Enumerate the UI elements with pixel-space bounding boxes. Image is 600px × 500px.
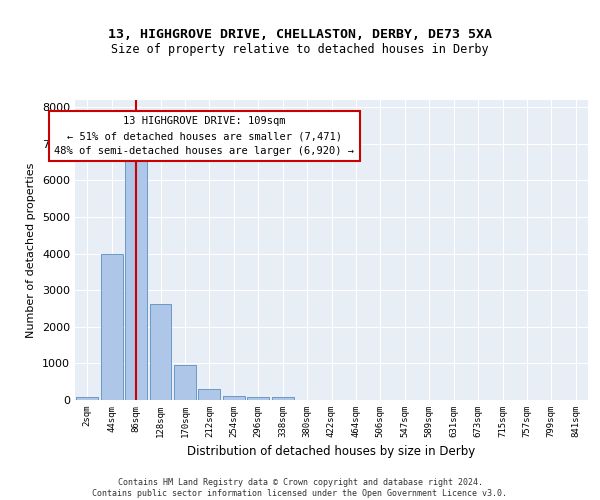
Bar [101, 254, 122, 400]
Text: Size of property relative to detached houses in Derby: Size of property relative to detached ho… [111, 42, 489, 56]
Bar [174, 365, 196, 400]
Y-axis label: Number of detached properties: Number of detached properties [26, 162, 37, 338]
Text: 13 HIGHGROVE DRIVE: 109sqm
← 51% of detached houses are smaller (7,471)
48% of s: 13 HIGHGROVE DRIVE: 109sqm ← 51% of deta… [55, 116, 355, 156]
Bar [125, 160, 147, 400]
Bar [199, 388, 220, 400]
Bar [247, 396, 269, 400]
Bar [149, 304, 172, 400]
Text: Contains HM Land Registry data © Crown copyright and database right 2024.
Contai: Contains HM Land Registry data © Crown c… [92, 478, 508, 498]
Bar [223, 396, 245, 400]
Text: 13, HIGHGROVE DRIVE, CHELLASTON, DERBY, DE73 5XA: 13, HIGHGROVE DRIVE, CHELLASTON, DERBY, … [108, 28, 492, 40]
Bar [76, 397, 98, 400]
Bar [272, 398, 293, 400]
X-axis label: Distribution of detached houses by size in Derby: Distribution of detached houses by size … [187, 446, 476, 458]
